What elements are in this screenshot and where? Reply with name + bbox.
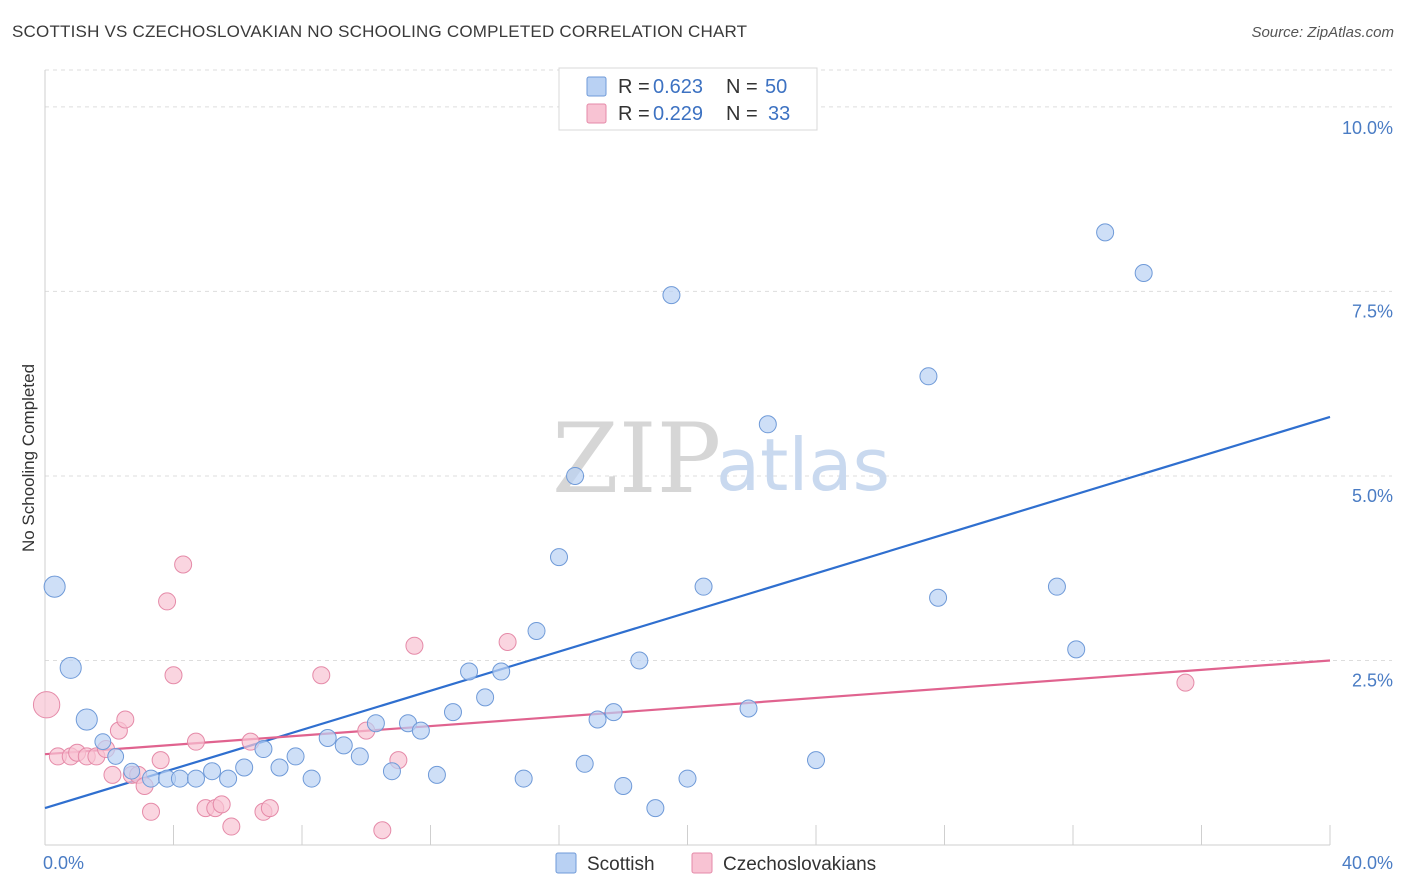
point-scottish-19 [350, 747, 369, 766]
point-scottish-0 [43, 575, 66, 598]
point-czechoslovakians-17 [174, 555, 193, 574]
point-czechoslovakians-0 [32, 691, 61, 719]
point-scottish-10 [203, 762, 222, 781]
point-scottish-49 [1096, 223, 1115, 242]
point-czechoslovakians-9 [116, 710, 135, 729]
legend-n-label-scottish: N = [726, 76, 758, 98]
point-scottish-5 [123, 762, 141, 780]
watermark-atlas: atlas [716, 423, 890, 507]
point-scottish-44 [807, 751, 825, 770]
point-czechoslovakians-16 [164, 666, 183, 685]
point-scottish-35 [604, 703, 623, 722]
axis-layer: 2.5% 5.0% 7.5% 10.0% 0.0% 40.0% [43, 70, 1393, 873]
point-scottish-47 [1047, 577, 1066, 596]
point-scottish-9 [186, 769, 205, 788]
point-scottish-40 [678, 769, 697, 788]
point-scottish-30 [527, 621, 546, 640]
point-scottish-28 [492, 662, 511, 681]
point-scottish-33 [575, 754, 594, 773]
point-scottish-4 [107, 748, 125, 765]
y-axis-label: No Schooling Completed [19, 364, 38, 552]
point-scottish-1 [59, 656, 82, 679]
y-tick-label-0: 2.5% [1352, 670, 1393, 690]
legend-r-value-czechoslovakians: 0.229 [653, 103, 703, 125]
point-czechoslovakians-31 [498, 633, 517, 652]
trend-line-czechoslovakians [44, 659, 1331, 756]
point-scottish-25 [443, 703, 462, 722]
legend-n-label-czechoslovakians: N = [726, 103, 758, 125]
point-czechoslovakians-7 [103, 765, 122, 784]
point-scottish-39 [662, 286, 681, 305]
point-scottish-48 [1067, 640, 1086, 659]
point-scottish-2 [75, 708, 98, 731]
point-scottish-31 [550, 548, 568, 567]
legend-n-value-czechoslovakians: 33 [768, 103, 790, 125]
bottom-legend-label-czechoslovakians: Czechoslovakians [723, 854, 876, 875]
point-scottish-27 [476, 688, 495, 707]
point-scottish-45 [919, 367, 938, 386]
legend-swatch-scottish [586, 76, 607, 97]
point-scottish-24 [427, 765, 446, 784]
point-scottish-14 [270, 758, 289, 777]
legend-r-value-scottish: 0.623 [653, 76, 703, 98]
legend-n-value-scottish: 50 [765, 76, 787, 98]
point-scottish-38 [646, 799, 665, 818]
point-czechoslovakians-30 [405, 636, 424, 655]
point-czechoslovakians-15 [158, 592, 177, 611]
bottom-legend-swatch-czechoslovakians [691, 852, 713, 874]
point-scottish-37 [630, 651, 649, 670]
legend-swatch-czechoslovakians [586, 103, 607, 124]
point-czechoslovakians-28 [373, 821, 392, 840]
bottom-legend-label-scottish: Scottish [587, 854, 655, 875]
point-scottish-42 [739, 699, 758, 718]
point-scottish-43 [758, 415, 777, 434]
point-scottish-11 [219, 769, 238, 788]
point-scottish-12 [235, 758, 254, 777]
legend-r-label-scottish: R = [618, 76, 650, 98]
point-czechoslovakians-26 [312, 666, 331, 685]
point-scottish-8 [170, 769, 189, 788]
point-scottish-18 [334, 736, 353, 755]
chart-source: Source: ZipAtlas.com [1251, 24, 1394, 41]
point-scottish-3 [94, 733, 112, 751]
point-scottish-16 [302, 769, 321, 788]
point-czechoslovakians-18 [186, 732, 205, 751]
point-scottish-26 [460, 662, 479, 681]
point-scottish-15 [286, 747, 305, 766]
point-scottish-21 [382, 762, 401, 781]
point-czechoslovakians-21 [212, 795, 231, 814]
point-scottish-34 [588, 710, 607, 729]
point-scottish-41 [694, 577, 713, 596]
y-tick-label-2: 7.5% [1352, 301, 1393, 321]
bottom-legend-swatch-scottish [555, 852, 577, 874]
point-scottish-29 [514, 769, 533, 788]
point-czechoslovakians-25 [260, 799, 279, 818]
chart-title: SCOTTISH VS CZECHOSLOVAKIAN NO SCHOOLING… [12, 22, 748, 41]
watermark-zip: ZIP [552, 403, 721, 515]
point-czechoslovakians-22 [222, 817, 241, 836]
bottom-legend: Scottish Czechoslovakians [555, 852, 876, 875]
x-tick-label-0: 0.0% [43, 853, 84, 873]
point-scottish-36 [614, 776, 633, 795]
point-scottish-17 [318, 728, 337, 747]
points-layer [32, 223, 1195, 840]
top-legend: R = 0.623 N = 50 R = 0.229 N = 33 [558, 67, 818, 131]
point-scottish-23 [411, 721, 430, 740]
point-scottish-46 [929, 588, 948, 607]
y-tick-label-3: 10.0% [1342, 118, 1393, 138]
point-scottish-20 [366, 714, 385, 733]
point-czechoslovakians-14 [151, 751, 170, 770]
grid-layer [45, 69, 1392, 661]
point-scottish-6 [142, 769, 161, 788]
legend-r-label-czechoslovakians: R = [618, 103, 650, 125]
y-tick-label-1: 5.0% [1352, 486, 1393, 506]
watermark: ZIP atlas [552, 403, 890, 515]
point-scottish-50 [1134, 263, 1153, 282]
point-scottish-32 [566, 466, 585, 485]
point-czechoslovakians-32 [1176, 673, 1195, 692]
point-czechoslovakians-13 [142, 802, 161, 821]
x-tick-label-1: 40.0% [1342, 853, 1393, 873]
point-scottish-13 [254, 740, 273, 759]
